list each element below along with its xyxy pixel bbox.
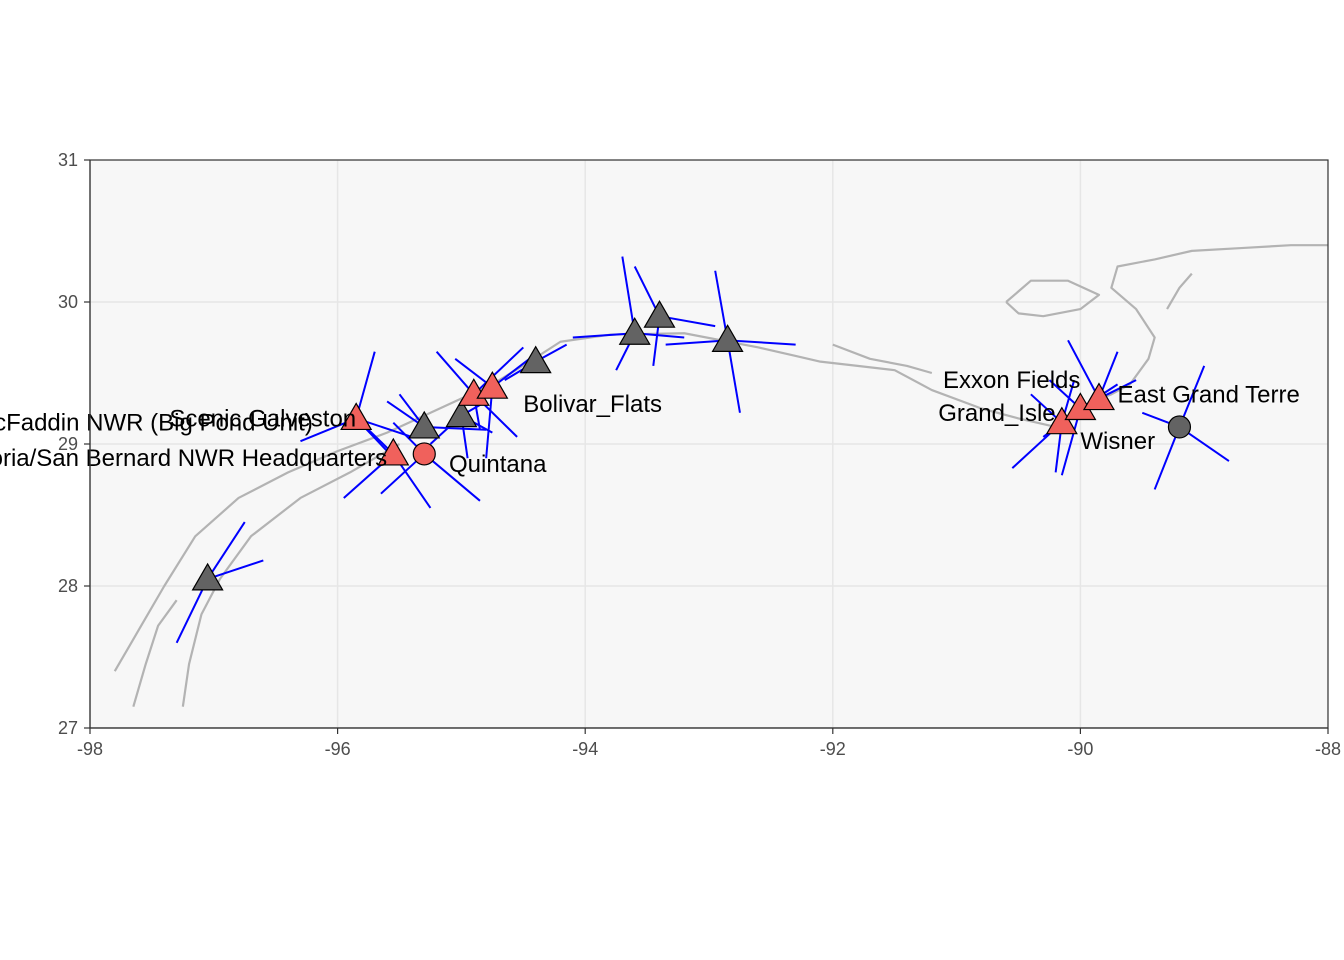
wind-ray: [435, 351, 475, 395]
wind-ray: [726, 340, 741, 413]
coastline-segment: [1005, 279, 1101, 318]
x-tick-label: -96: [325, 739, 351, 759]
site-label: Bolivar_Flats: [523, 391, 662, 418]
site-markers: [191, 299, 1192, 591]
coastline-segment: [832, 343, 933, 375]
site-label: Scenic Galveston: [169, 405, 356, 432]
wind-ray: [727, 339, 796, 346]
y-tick-label: 27: [58, 718, 78, 738]
wind-ray: [572, 332, 635, 339]
coastline-segment: [132, 599, 178, 708]
site-label: Grand_Isle: [938, 400, 1055, 427]
coastline-segment: [1166, 272, 1193, 310]
site-triangle-marker: [445, 399, 478, 428]
wind-ray: [485, 387, 494, 459]
site-triangle-marker: [476, 370, 509, 399]
site-triangle-marker: [191, 562, 224, 591]
wind-ray: [665, 339, 728, 346]
site-label: Exxon Fields: [943, 367, 1080, 394]
site-triangle-marker: [340, 402, 373, 431]
site-label: Brazoria/San Bernard NWR Headquarters: [0, 445, 387, 472]
site-triangle-marker: [519, 345, 552, 374]
coastline-segment: [113, 244, 1328, 672]
site-label: Quintana: [449, 451, 547, 478]
x-tick-label: -98: [77, 739, 103, 759]
site-triangle-marker: [618, 317, 651, 345]
site-triangle-marker: [711, 324, 744, 352]
x-tick-label: -90: [1067, 739, 1093, 759]
site-triangle-marker: [377, 437, 410, 466]
x-tick-label: -92: [820, 739, 846, 759]
wind-ray: [473, 346, 524, 396]
site-triangle-marker: [643, 299, 676, 328]
wind-ray: [1067, 339, 1100, 400]
axes: -98 -96 -94 -92 -90 -88 27 28 29 30 31: [58, 150, 1341, 759]
site-label: East Grand Terre: [1118, 381, 1300, 408]
site-triangle-marker: [1045, 406, 1078, 435]
wind-ray: [207, 559, 264, 580]
site-circle-marker: [1167, 415, 1192, 439]
x-tick-label: -88: [1315, 739, 1341, 759]
site-circle-marker: [412, 442, 436, 466]
wind-ray: [423, 453, 481, 502]
wind-ray: [355, 351, 376, 419]
y-tick-label: 29: [58, 434, 78, 454]
x-tick-label: -94: [572, 739, 598, 759]
site-triangle-marker: [1082, 382, 1116, 411]
coastline: [113, 244, 1328, 708]
wind-ray: [621, 256, 636, 334]
grid-lines: [90, 160, 1328, 728]
y-tick-label: 31: [58, 150, 78, 170]
wind-ray: [424, 425, 487, 431]
coastline-segment: [181, 443, 401, 707]
site-triangle-marker: [408, 410, 441, 439]
y-tick-label: 30: [58, 292, 78, 312]
y-tick-label: 28: [58, 576, 78, 596]
wind-ray: [206, 521, 246, 580]
site-label: McFaddin NWR (Big Pond Unit): [0, 410, 313, 437]
site-label: Wisner: [1080, 428, 1155, 455]
